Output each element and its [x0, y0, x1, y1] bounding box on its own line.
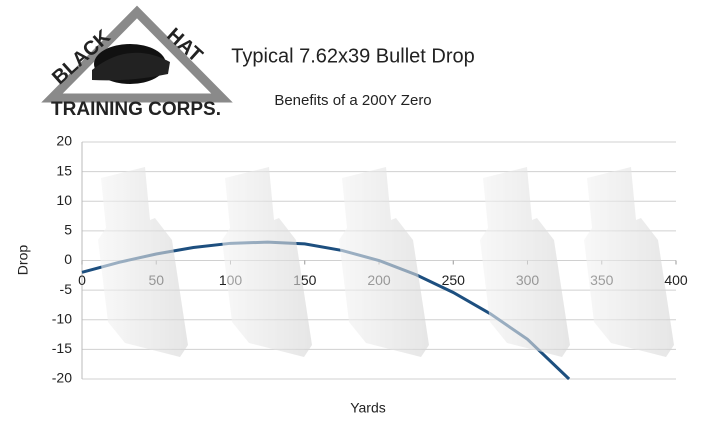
x-axis-label: Yards	[350, 400, 386, 416]
target	[339, 167, 429, 357]
x-tick-label: 400	[664, 272, 688, 288]
y-tick-label: -15	[52, 340, 72, 356]
chart-title: Typical 7.62x39 Bullet Drop	[231, 45, 474, 67]
y-axis-label: Drop	[15, 245, 31, 276]
y-tick-label: -10	[52, 310, 72, 326]
y-tick-label: 20	[56, 133, 72, 149]
y-tick-label: 15	[56, 162, 72, 178]
y-tick-label: 10	[56, 192, 72, 208]
target	[480, 167, 570, 357]
chart-subtitle: Benefits of a 200Y Zero	[274, 92, 431, 109]
target	[584, 167, 674, 357]
target	[222, 167, 312, 357]
logo-text: TRAINING CORPS.	[51, 99, 221, 120]
x-tick-label: 0	[78, 272, 86, 288]
y-tick-label: 5	[64, 222, 72, 238]
targets	[98, 167, 674, 357]
y-tick-label: -20	[52, 370, 72, 386]
x-tick-label: 250	[442, 272, 466, 288]
y-tick-label: 0	[64, 251, 72, 267]
y-tick-label: -5	[60, 281, 73, 297]
target	[98, 167, 188, 357]
logo: BLACK HAT TRAINING CORPS.	[41, 5, 233, 120]
